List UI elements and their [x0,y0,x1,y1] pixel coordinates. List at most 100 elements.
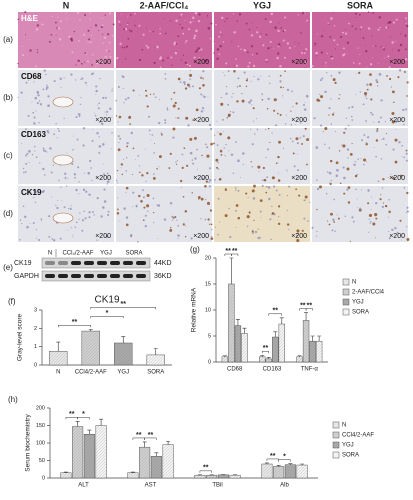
tissue-texture [93,60,95,62]
tissue-texture [329,159,333,163]
tissue-texture [72,149,74,151]
tissue-texture [102,42,104,45]
tissue-texture [119,137,121,140]
tissue-texture [117,197,119,199]
tissue-texture [236,20,239,22]
tissue-texture [230,111,232,113]
tissue-texture [27,79,30,81]
tissue-texture [121,173,124,176]
tissue-texture [184,225,186,227]
tissue-texture [27,114,30,117]
tissue-texture [192,16,195,20]
tissue-texture [177,77,181,81]
tissue-texture [327,22,329,24]
tissue-texture [118,115,122,119]
tile-background [312,12,408,68]
significance-label: ** [225,248,231,255]
tissue-texture [306,163,308,166]
tissue-texture [375,129,379,133]
tile-background [116,186,212,242]
tissue-texture [320,35,323,38]
bar-texture [296,465,308,478]
tissue-texture [128,29,131,31]
tissue-texture [219,44,222,48]
tissue-texture [256,128,259,131]
tissue-texture [35,229,38,231]
tissue-texture [191,85,194,88]
tissue-texture [388,66,391,69]
tile-background [312,128,408,184]
tissue-texture [153,152,155,154]
tissue-texture [129,123,132,125]
tissue-texture [315,51,318,55]
tissue-texture [94,66,97,68]
tissue-texture [142,219,145,222]
tissue-texture [39,162,41,164]
tissue-texture [305,48,308,51]
tissue-texture [170,227,172,229]
tissue-texture [388,21,392,24]
tissue-texture [31,153,34,156]
tissue-texture [186,63,189,66]
tissue-texture [63,77,65,79]
tissue-texture [301,11,305,15]
tissue-texture [394,226,397,230]
tissue-texture [253,75,255,78]
tissue-texture [385,132,387,135]
tissue-texture [217,161,219,164]
tissue-texture [183,147,186,149]
tissue-texture [296,238,300,243]
tissue-texture [213,40,215,42]
tissue-texture [364,94,367,97]
tissue-texture [253,219,255,222]
tissue-texture [198,196,201,199]
tissue-texture [224,74,226,76]
tissue-texture [251,104,253,106]
tissue-texture [139,171,141,174]
tissue-texture [377,28,380,31]
tissue-texture [354,12,357,15]
tissue-texture [33,122,36,125]
tissue-texture [175,42,178,45]
tissue-texture [328,147,331,149]
tissue-texture [276,56,279,60]
tissue-texture [35,156,38,159]
tissue-texture [107,210,110,213]
tissue-texture [125,157,128,159]
tissue-texture [42,167,45,171]
tissue-texture [200,110,204,113]
tissue-texture [215,226,217,228]
bar-texture [273,466,284,478]
histology-tile: CD163 ×200 [18,127,114,185]
tissue-texture [275,162,278,165]
tissue-texture [275,124,278,127]
significance-bracket [261,350,269,354]
tissue-texture [29,49,32,52]
tissue-texture [369,83,373,86]
tissue-texture [36,49,39,51]
tissue-texture [21,45,23,47]
histology-tile: ×200 [312,69,409,127]
tissue-texture [250,45,254,48]
tissue-texture [330,179,333,182]
tissue-texture [108,50,110,52]
tissue-texture [195,108,199,112]
tissue-texture [102,143,105,146]
tissue-texture [88,211,91,214]
tissue-texture [83,33,86,36]
x-tick-label: Alb [280,483,289,489]
tissue-texture [404,58,408,61]
tissue-texture [21,223,23,225]
tissue-texture [222,41,225,43]
y-tick-label: 20 [205,255,211,261]
tissue-texture [42,147,45,150]
tissue-texture [343,192,346,195]
tissue-texture [137,240,139,243]
tissue-texture [162,59,165,62]
tissue-texture [365,143,368,146]
tissue-texture [393,101,395,104]
tissue-texture [321,77,324,80]
tissue-texture [116,56,119,60]
tissue-texture [169,152,172,155]
tissue-texture [294,46,296,48]
